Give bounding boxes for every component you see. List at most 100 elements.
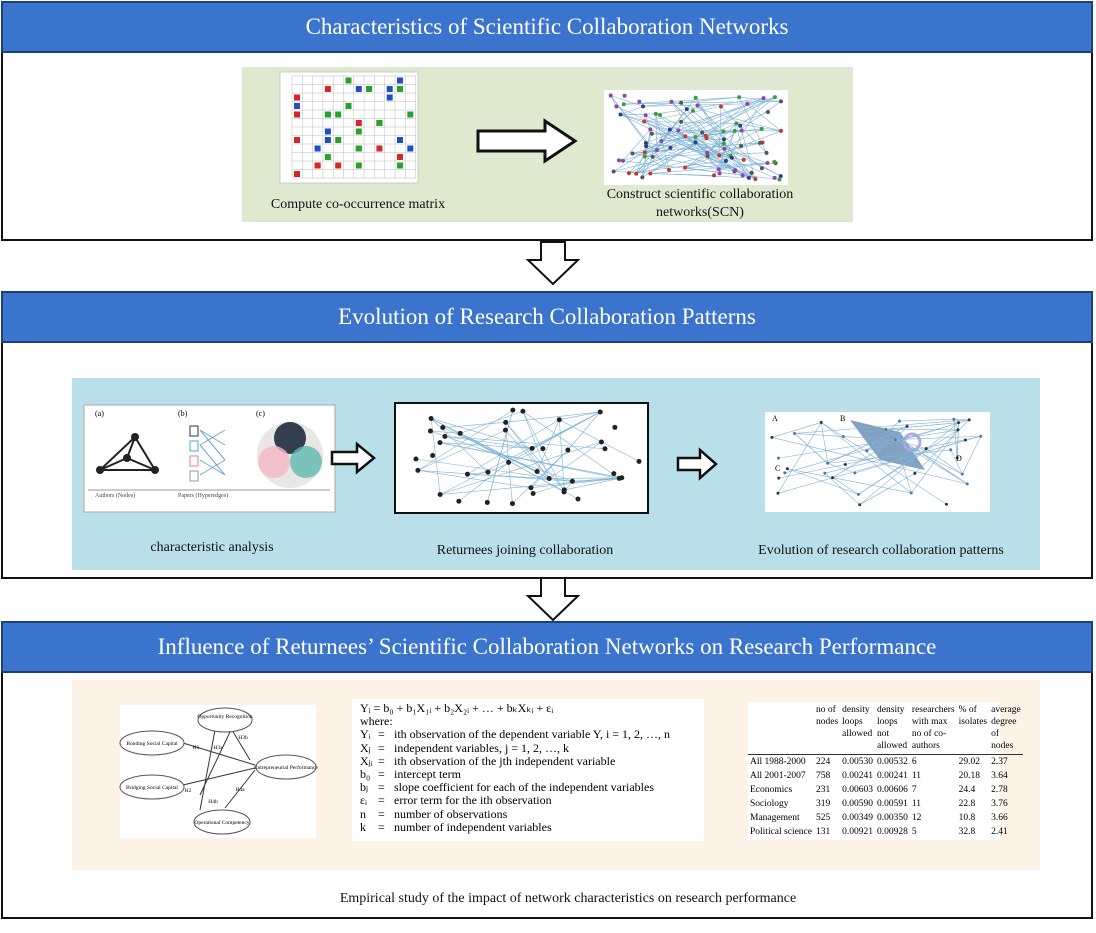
term-symbol: εᵢ bbox=[360, 793, 368, 808]
table-cell: 0.00241 bbox=[877, 771, 908, 781]
caption: Construct scientific collaboration netwo… bbox=[606, 187, 794, 220]
term-row: εᵢ = error term for the ith observation bbox=[360, 794, 696, 807]
table-cell: 224 bbox=[816, 757, 831, 767]
bipartite bbox=[189, 425, 226, 482]
matrix-cells bbox=[291, 75, 416, 179]
hypothesis: H4a bbox=[235, 787, 245, 793]
header-cell: % of isolates bbox=[956, 702, 990, 755]
term-symbol: Xⱼ bbox=[360, 740, 371, 755]
where-label: where: bbox=[360, 714, 393, 729]
table-cell: 0.00606 bbox=[877, 785, 908, 795]
table-cell: 22.8 bbox=[958, 799, 976, 809]
table-cell: 11 bbox=[911, 771, 922, 781]
table-cell: 131 bbox=[816, 827, 831, 837]
section-header bbox=[1, 621, 1093, 673]
table-cell: Sociology bbox=[750, 799, 789, 809]
table-cell: 10.8 bbox=[958, 813, 976, 823]
term-definition: ith observation of the dependent variabl… bbox=[394, 727, 671, 742]
term-symbol: bⱼ bbox=[360, 780, 369, 795]
term-symbol: Yᵢ bbox=[360, 727, 371, 742]
table-cell: 32.8 bbox=[958, 827, 976, 837]
header-cell: average degree of nodes bbox=[989, 702, 1023, 755]
table-cell: 12 bbox=[911, 813, 922, 823]
equals: = bbox=[378, 780, 385, 795]
table-cell: All 1988-2000 bbox=[750, 757, 806, 767]
model-ellipses bbox=[119, 707, 317, 835]
term-row: n = number of observations bbox=[360, 806, 696, 821]
equals: = bbox=[378, 767, 385, 782]
term-definition: error term for the ith observation bbox=[394, 793, 552, 808]
table-cell: Economics bbox=[750, 785, 793, 795]
table-cell: 0.00532 bbox=[877, 757, 908, 767]
table-cell: 3.76 bbox=[991, 799, 1008, 809]
table-cell: 5 bbox=[911, 827, 917, 837]
table-cell: 758 bbox=[816, 771, 831, 781]
table-cell: 24.4 bbox=[958, 785, 976, 795]
caption: Compute co-occurrence matrix bbox=[270, 197, 446, 212]
term-definition: number of independent variables bbox=[394, 819, 552, 834]
table-row: Management 525 0.00349 0.00350 12 10.8 3.66 bbox=[748, 811, 1023, 825]
table-cell: 319 bbox=[816, 799, 831, 809]
term-row: k = number of independent variables bbox=[360, 819, 696, 834]
hypothesis: H3a bbox=[213, 745, 223, 751]
table-cell: 0.00530 bbox=[842, 757, 874, 767]
panel-label: B bbox=[840, 414, 845, 423]
down-arrow bbox=[525, 241, 581, 286]
term-row: b₀ = intercept term bbox=[360, 767, 696, 782]
table-cell: 0.00590 bbox=[842, 799, 874, 809]
table-row: Economics 231 0.00603 0.00606 7 24.4 2.78 bbox=[748, 783, 1023, 797]
panel-label: A bbox=[772, 414, 778, 423]
model-labels: Opportunity Recognition Bonding Social C… bbox=[126, 714, 318, 826]
table-cell: 231 bbox=[816, 785, 831, 795]
construct: Opportunity Recognition bbox=[197, 714, 252, 720]
term-symbol: n bbox=[360, 806, 366, 821]
term-row: Yᵢ = ith observation of the dependent vari… bbox=[360, 728, 696, 741]
right-arrow bbox=[330, 441, 376, 475]
axis-label: Authors (Nodes) bbox=[95, 492, 135, 499]
section-header bbox=[1, 291, 1093, 343]
equals: = bbox=[378, 806, 385, 821]
table-cell: 525 bbox=[816, 813, 831, 823]
section-header bbox=[1, 1, 1093, 53]
table-cell: Political science bbox=[750, 827, 812, 837]
topology-graphs bbox=[770, 417, 983, 507]
section-title: Characteristics of Scientific Collaborat… bbox=[305, 14, 789, 39]
right-arrow bbox=[676, 447, 718, 481]
table-row: Sociology 319 0.00590 0.00591 11 22.8 3.76 bbox=[748, 797, 1023, 811]
term-definition: slope coefficient for each of the indepe… bbox=[394, 780, 654, 795]
table-cell: 0.00603 bbox=[842, 785, 874, 795]
caption: Returnees joining collaboration bbox=[436, 543, 614, 558]
table-cell: 7 bbox=[911, 785, 917, 795]
section-title: Evolution of Research Collaboration Patt… bbox=[338, 304, 756, 329]
table-cell: 3.66 bbox=[991, 813, 1008, 823]
term-row: bⱼ = slope coefficient for each of the ind… bbox=[360, 781, 696, 794]
construct: Operational Competency bbox=[194, 820, 249, 826]
table-cell: All 2001-2007 bbox=[750, 771, 806, 781]
hypothesis: H2 bbox=[185, 788, 192, 794]
axis-label: Papers (Hyperedges) bbox=[178, 492, 228, 499]
table-cell: 0.00349 bbox=[842, 813, 874, 823]
table-cell: 0.00928 bbox=[877, 827, 908, 837]
panel-label: (c) bbox=[256, 409, 265, 418]
venn bbox=[257, 422, 323, 488]
table-cell: 29.02 bbox=[958, 757, 980, 767]
panel-label: C bbox=[775, 464, 780, 473]
hypothesis: H1 bbox=[193, 745, 200, 751]
table-row: Political science 131 0.00921 0.00928 5 32.8 2… bbox=[748, 825, 1023, 839]
term-definition: ith observation of the jth independent v… bbox=[394, 753, 616, 768]
model-arrows bbox=[182, 729, 256, 811]
equals: = bbox=[378, 793, 385, 808]
term-definition: number of observations bbox=[394, 806, 508, 821]
table-cell: 0.00921 bbox=[842, 827, 874, 837]
construct: Bridging Social Capital bbox=[126, 785, 178, 791]
header-cell: density loops allowed bbox=[840, 702, 876, 755]
equation: Yᵢ = b₀ + b₁X₁ᵢ + b₂X₂ᵢ + … + bₖXₖᵢ + εᵢ bbox=[360, 701, 554, 715]
term-symbol: k bbox=[360, 819, 366, 834]
table-cell: 0.00241 bbox=[842, 771, 874, 781]
table-cell: 2.41 bbox=[991, 827, 1008, 837]
caption: characteristic analysis bbox=[150, 540, 274, 555]
construct: Bonding Social Capital bbox=[126, 741, 178, 747]
down-arrow bbox=[525, 577, 581, 622]
